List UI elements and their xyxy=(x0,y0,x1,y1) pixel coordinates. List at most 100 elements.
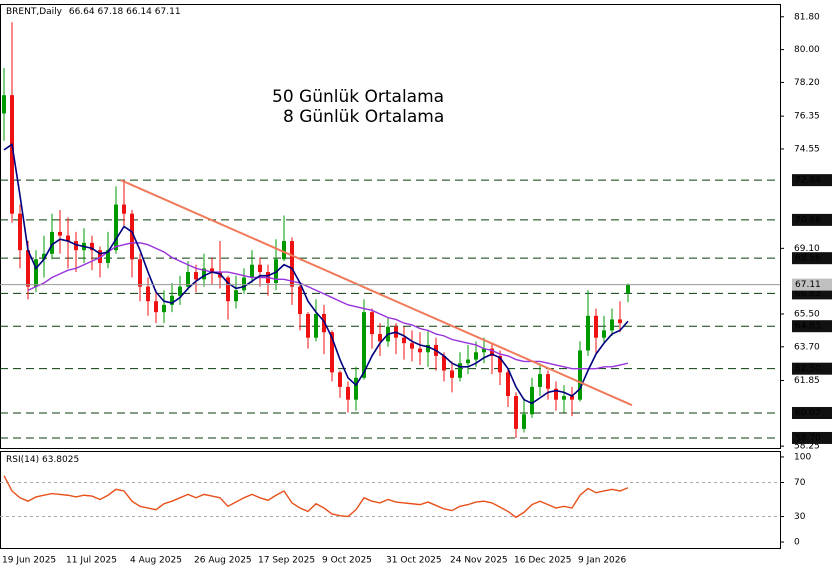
candle-body xyxy=(602,330,606,338)
candle-body xyxy=(354,377,358,400)
candle-body xyxy=(618,319,622,324)
x-tick-label: 24 Nov 2025 xyxy=(450,556,508,566)
candle-body xyxy=(74,241,78,251)
moving-average-line xyxy=(3,143,629,405)
candle-body xyxy=(202,268,206,280)
candle-body xyxy=(554,388,558,400)
level-label: 58.70 xyxy=(795,433,821,443)
close-value: 67.11 xyxy=(155,7,181,17)
x-tick-label: 31 Oct 2025 xyxy=(386,556,442,566)
candle-body xyxy=(410,343,414,349)
candle-body xyxy=(626,284,630,294)
level-label: 62.50 xyxy=(795,364,821,374)
y-tick-label: 69.10 xyxy=(794,244,820,254)
legend-entry: 8 Günlük Ortalama xyxy=(283,107,444,127)
level-label: 70.66 xyxy=(795,215,821,225)
candle-body xyxy=(146,286,150,302)
y-tick-label: 65.50 xyxy=(794,309,820,319)
main-panel-frame xyxy=(0,4,781,449)
candle-body xyxy=(122,204,126,214)
current-price-label: 67.11 xyxy=(795,280,821,290)
rsi-panel-frame xyxy=(0,451,781,549)
level-label-box xyxy=(792,213,832,226)
candle-body xyxy=(458,363,462,378)
rsi-y-tick-label: 100 xyxy=(794,452,811,462)
candle-body xyxy=(450,370,454,378)
candle-body xyxy=(258,264,262,273)
y-tick-label: 76.35 xyxy=(794,112,820,122)
low-value: 66.14 xyxy=(126,7,152,17)
y-tick-label: 80.00 xyxy=(794,45,820,55)
rsi-value: 63.8025 xyxy=(42,455,79,465)
candle-body xyxy=(226,277,230,302)
candle-body xyxy=(362,312,366,378)
candle-body xyxy=(330,332,334,373)
x-tick-label: 17 Sep 2025 xyxy=(258,556,315,566)
candle-body xyxy=(314,313,318,338)
candle-body xyxy=(106,250,110,263)
level-label-box xyxy=(792,252,832,265)
y-tick-label: 58.25 xyxy=(794,442,820,452)
x-tick-label: 19 Jun 2025 xyxy=(2,556,56,566)
candle-body xyxy=(234,290,238,302)
rsi-header: RSI(14) 63.8025 xyxy=(6,455,79,465)
x-tick-label: 4 Aug 2025 xyxy=(130,556,182,566)
candle-body xyxy=(466,359,470,364)
candle-body xyxy=(210,268,214,273)
rsi-y-tick-label: 0 xyxy=(794,538,800,548)
current-price-box xyxy=(792,278,832,291)
y-tick-label: 81.80 xyxy=(794,12,820,22)
rsi-label: RSI(14) xyxy=(6,455,39,465)
candle-body xyxy=(610,319,614,331)
candle-body xyxy=(26,250,30,287)
candle-body xyxy=(154,301,158,313)
candle-body xyxy=(482,348,486,353)
candle-body xyxy=(194,272,198,280)
candle-body xyxy=(42,253,46,260)
moving-average-line xyxy=(27,242,629,370)
level-label: 66.63 xyxy=(795,289,821,299)
level-label: 60.07 xyxy=(795,408,821,418)
candle-body xyxy=(586,315,590,351)
candle-body xyxy=(18,213,22,251)
candle-body xyxy=(378,334,382,342)
y-tick-label: 74.55 xyxy=(794,144,820,154)
candle-body xyxy=(418,348,422,353)
candle-body xyxy=(338,372,342,387)
candle-body xyxy=(522,414,526,429)
level-label-box xyxy=(792,406,832,419)
candle-body xyxy=(138,259,142,287)
level-label-box xyxy=(792,320,832,333)
open-value: 66.64 xyxy=(69,7,95,17)
level-label-box xyxy=(792,431,832,444)
candle-body xyxy=(170,295,174,305)
candle-body xyxy=(530,386,534,415)
x-tick-label: 11 Jul 2025 xyxy=(66,556,117,566)
candle-body xyxy=(250,264,254,278)
rsi-line xyxy=(3,475,629,519)
candle-body xyxy=(346,386,350,400)
symbol: BRENT,Daily xyxy=(6,7,63,17)
candle-body xyxy=(178,286,182,296)
x-tick-label: 16 Dec 2025 xyxy=(514,556,572,566)
rsi-y-tick-label: 30 xyxy=(794,512,806,522)
level-label: 72.84 xyxy=(795,176,821,186)
candle-body xyxy=(498,355,502,373)
candle-body xyxy=(186,272,190,287)
trendline xyxy=(120,179,633,407)
candle-body xyxy=(34,259,38,287)
level-label: 64.83 xyxy=(795,322,821,332)
candle-body xyxy=(578,350,582,400)
candle-body xyxy=(2,95,6,114)
candle-body xyxy=(98,250,102,263)
candle-body xyxy=(298,286,302,314)
candle-body xyxy=(546,374,550,389)
legend-entry: 50 Günlük Ortalama xyxy=(272,87,444,107)
level-label-box xyxy=(792,362,832,375)
candle-body xyxy=(90,242,94,251)
candle-body xyxy=(114,204,118,251)
candle-body xyxy=(290,241,294,287)
rsi-y-tick-label: 70 xyxy=(794,478,806,488)
candle-body xyxy=(162,304,166,313)
